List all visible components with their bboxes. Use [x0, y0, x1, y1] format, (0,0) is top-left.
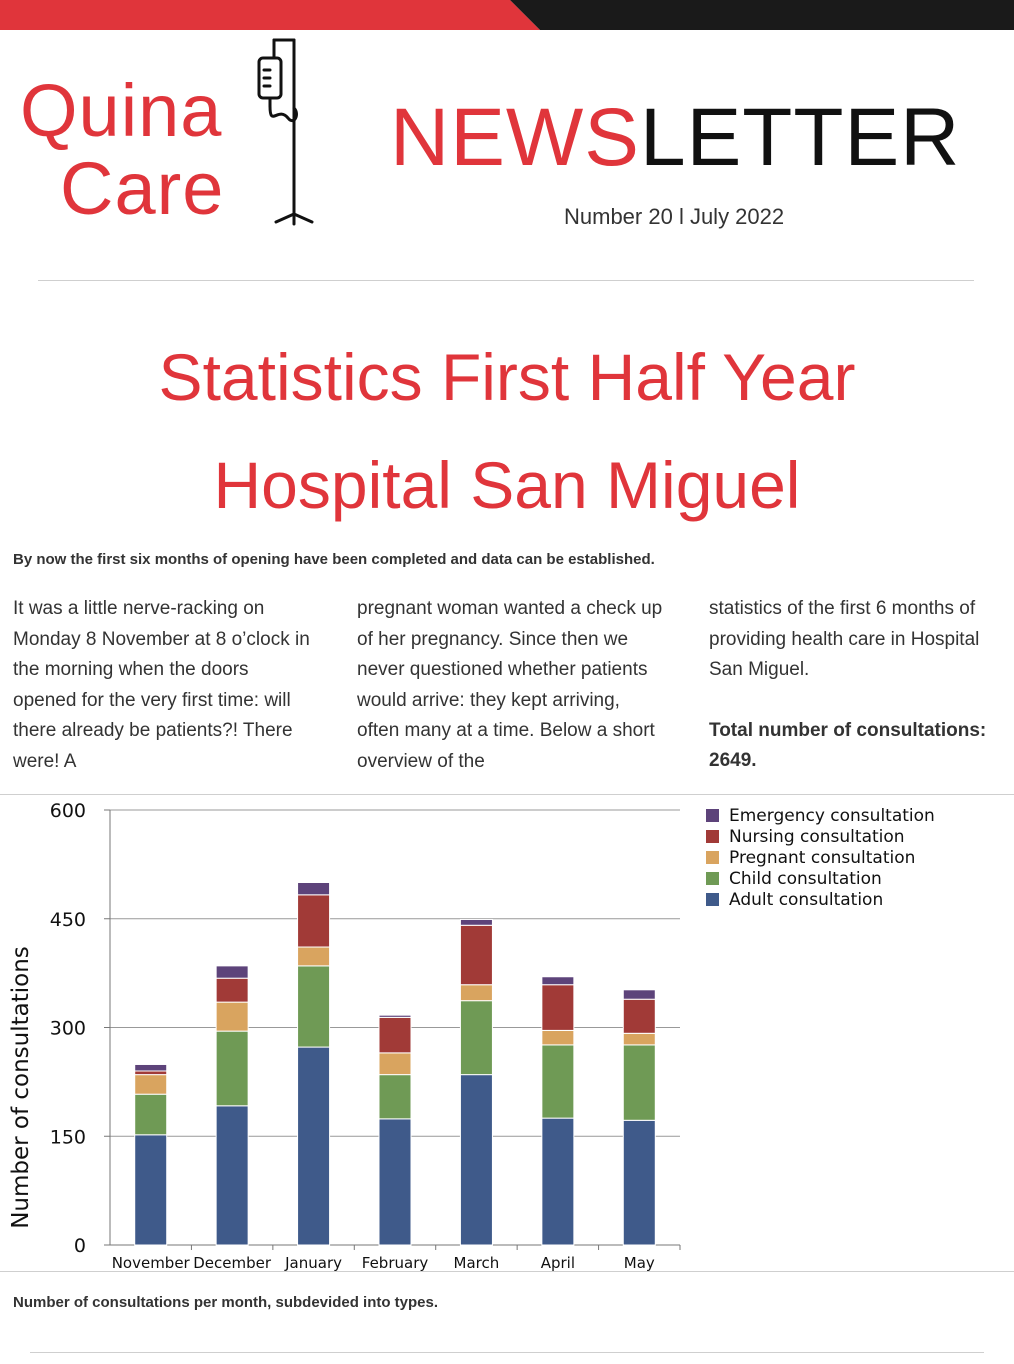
legend-swatch [706, 893, 719, 906]
legend-label: Emergency consultation [729, 806, 935, 826]
bar-segment [215, 977, 249, 1003]
y-tick-label: 150 [50, 1126, 86, 1148]
legend-swatch [706, 830, 719, 843]
legend-swatch [706, 851, 719, 864]
y-tick-label: 0 [74, 1235, 86, 1257]
divider-top [38, 280, 974, 281]
bar-segment [134, 1093, 168, 1136]
bar-segment [297, 965, 331, 1048]
top-bar [0, 0, 1014, 30]
bar-segment [134, 1134, 168, 1246]
article-column-3-text: statistics of the first 6 months of prov… [709, 598, 980, 680]
divider-chart-top [0, 794, 1014, 795]
logo-line-2: Care [60, 147, 225, 230]
chart-caption: Number of consultations per month, subde… [13, 1294, 439, 1311]
bar-segment [459, 984, 493, 1002]
x-tick-label: February [362, 1254, 429, 1272]
bar-segment [134, 1074, 168, 1095]
top-bar-red [0, 0, 540, 30]
quina-care-logo: Quina Care [18, 36, 328, 226]
bar-segment [134, 1070, 168, 1076]
bar-segment [378, 1016, 412, 1054]
y-tick-label: 600 [50, 800, 86, 822]
article-column-1: It was a little nerve-racking on Monday … [13, 598, 310, 772]
bar-segment [378, 1052, 412, 1076]
article-column-3: statistics of the first 6 months of prov… [709, 594, 1009, 777]
bar-segment [134, 1063, 168, 1072]
bar-segment [541, 1044, 575, 1119]
article-headline-line-1: Statistics First Half Year [158, 340, 856, 414]
bar-segment [459, 1000, 493, 1076]
y-tick-label: 450 [50, 909, 86, 931]
bar-segment [541, 1029, 575, 1046]
total-consultations: Total number of consultations: 2649. [709, 719, 987, 772]
bar-segment [297, 946, 331, 967]
iv-stand-icon [257, 38, 314, 226]
x-tick-label: November [112, 1254, 191, 1272]
bar-segment [459, 918, 493, 926]
divider-chart-bottom [0, 1271, 1014, 1272]
bar-segment [297, 1046, 331, 1246]
bar-segment [215, 1030, 249, 1107]
bar-segment [622, 1119, 656, 1246]
bar-segment [622, 1032, 656, 1046]
consultations-chart: 0 150 300 450 600 Number of consultations Nove… [0, 796, 1014, 1272]
legend-label: Adult consultation [729, 890, 883, 910]
x-tick-label: May [624, 1254, 655, 1272]
legend-swatch [706, 809, 719, 822]
bar-segment [459, 1074, 493, 1246]
newsletter-title: NEWSLETTER [390, 88, 960, 188]
bar-segment [297, 882, 331, 896]
bar-segment [378, 1118, 412, 1246]
bar-segment [541, 976, 575, 986]
bar-segment [459, 924, 493, 986]
newsletter-title-letter: LETTER [640, 92, 961, 183]
y-tick-label: 300 [50, 1018, 86, 1040]
bar-segment [378, 1014, 412, 1018]
divider-bottom [30, 1352, 984, 1353]
bar-segment [215, 965, 249, 979]
issue-number: Number 20 l July 2022 [564, 204, 785, 229]
bar-segment [541, 984, 575, 1031]
legend-label: Pregnant consultation [729, 848, 915, 868]
x-tick-label: April [541, 1254, 575, 1272]
bar-segment [215, 1105, 249, 1246]
bar-segment [215, 1001, 249, 1032]
bar-segment [541, 1117, 575, 1246]
legend-swatch [706, 872, 719, 885]
x-tick-label: December [193, 1254, 272, 1272]
logo-line-1: Quina [20, 69, 223, 152]
article-intro: By now the first six months of opening h… [13, 551, 655, 568]
legend-label: Nursing consultation [729, 827, 905, 847]
top-bar-dark [510, 0, 1014, 30]
newsletter-title-news: NEWS [390, 92, 640, 183]
y-axis-label: Number of consultations [8, 946, 34, 1229]
x-tick-label: March [454, 1254, 500, 1272]
article-column-2: pregnant woman wanted a check up of her … [357, 598, 663, 772]
article-headline-line-2: Hospital San Miguel [213, 448, 801, 522]
x-tick-label: January [284, 1254, 342, 1272]
bar-segment [378, 1074, 412, 1120]
bar-segment [622, 989, 656, 1000]
legend-label: Child consultation [729, 869, 882, 889]
bar-segment [622, 998, 656, 1034]
chart-svg: 0 150 300 450 600 Number of consultations Nove… [8, 800, 935, 1272]
bar-segment [622, 1044, 656, 1121]
bar-segment [297, 894, 331, 948]
